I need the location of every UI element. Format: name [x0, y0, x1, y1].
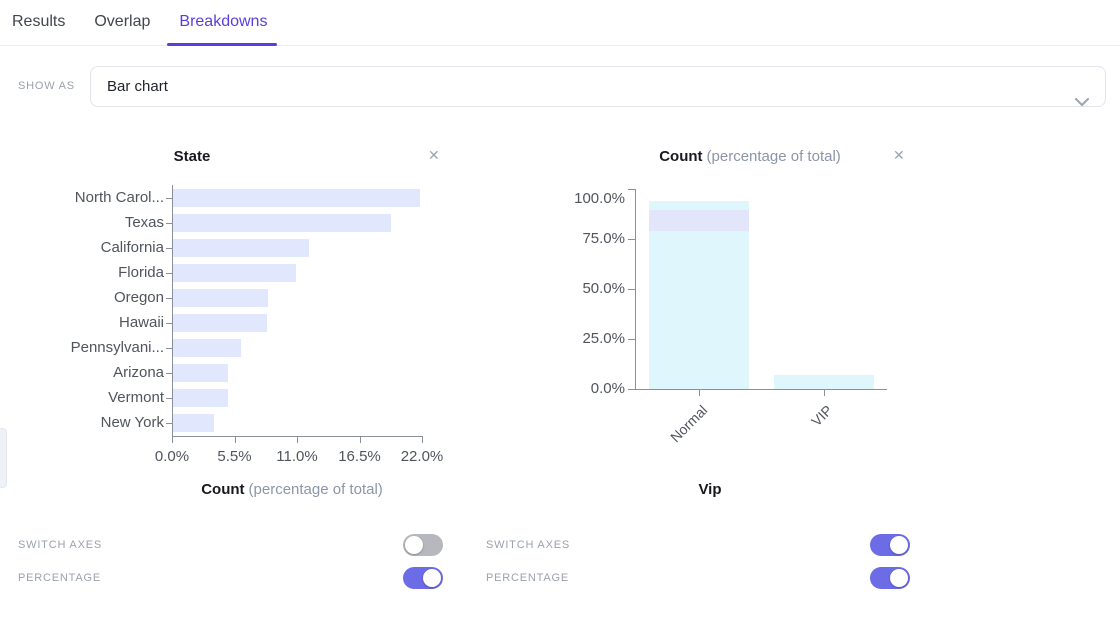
- category-label: Hawaii: [118, 314, 164, 332]
- y-axis-line: [635, 189, 636, 389]
- switch-axes-toggle[interactable]: [870, 534, 910, 556]
- overlay-band: [649, 210, 749, 231]
- y-tick-label: 25.0%: [582, 330, 625, 347]
- state-breakdown-chart: State ✕ North Carol... Texas California Flo…: [20, 140, 470, 520]
- y-tick-label: 100.0%: [574, 190, 625, 207]
- tab-overlap[interactable]: Overlap: [94, 13, 151, 30]
- y-tick: [628, 389, 635, 390]
- bar[interactable]: [173, 238, 310, 257]
- toggle-knob: [890, 569, 908, 587]
- close-icon[interactable]: ✕: [893, 147, 905, 163]
- tab-bar: Results Overlap Breakdowns: [0, 0, 1120, 46]
- toggle-knob: [405, 536, 423, 554]
- switch-axes-toggle[interactable]: [403, 534, 443, 556]
- category-label: Vermont: [108, 389, 164, 407]
- x-tick: [297, 436, 298, 443]
- bar[interactable]: [173, 364, 228, 383]
- bar[interactable]: [173, 414, 214, 433]
- category-label: Oregon: [113, 288, 164, 306]
- y-tick: [628, 239, 635, 240]
- y-tick: [166, 323, 172, 325]
- category-label: New York: [100, 414, 164, 432]
- y-tick-label: 75.0%: [582, 230, 625, 247]
- percentage-label: PERCENTAGE: [18, 572, 101, 584]
- chart-title: State: [173, 148, 211, 165]
- bar[interactable]: [173, 339, 242, 358]
- show-as-label: SHOW AS: [18, 80, 75, 92]
- close-icon[interactable]: ✕: [428, 147, 440, 163]
- state-chart-plot: North Carol... Texas California Florida Oreg…: [20, 140, 470, 520]
- bar[interactable]: [774, 375, 874, 389]
- chart-title: Count (percentage of total): [659, 148, 841, 165]
- x-tick-label: VIP: [808, 402, 836, 430]
- category-label: Pennsylvani...: [70, 339, 164, 357]
- vip-breakdown-chart: Count (percentage of total) ✕ 0.0% 25.0% 50…: [560, 140, 960, 520]
- y-tick: [166, 297, 172, 299]
- toggle-knob: [890, 536, 908, 554]
- vip-chart-plot: 0.0% 25.0% 50.0% 75.0% 100.0% Normal VIP: [560, 140, 960, 520]
- x-tick-label: Normal: [667, 402, 711, 446]
- bar[interactable]: [173, 389, 228, 408]
- y-tick: [628, 289, 635, 290]
- show-as-value: Bar chart: [107, 78, 168, 95]
- y-axis-line: [172, 185, 173, 436]
- percentage-label: PERCENTAGE: [486, 572, 569, 584]
- bar[interactable]: [173, 188, 420, 207]
- x-axis-title: Vip: [698, 481, 722, 498]
- x-tick-label: 16.5%: [338, 448, 381, 465]
- y-tick: [166, 247, 172, 249]
- x-tick-label: 5.5%: [217, 448, 252, 465]
- x-tick: [172, 436, 173, 443]
- bar[interactable]: [173, 213, 392, 232]
- switch-axes-label: SWITCH AXES: [18, 539, 102, 551]
- bar[interactable]: [173, 314, 268, 333]
- y-tick-label: 0.0%: [590, 380, 625, 397]
- y-tick: [166, 398, 172, 400]
- toggle-knob: [423, 569, 441, 587]
- percentage-toggle[interactable]: [403, 567, 443, 589]
- x-tick: [359, 436, 361, 443]
- category-label: Arizona: [113, 364, 164, 382]
- x-axis-title: Count (percentage of total): [201, 481, 383, 498]
- x-tick-label: 0.0%: [154, 448, 190, 465]
- x-tick: [422, 436, 423, 443]
- category-label: Texas: [124, 213, 164, 231]
- y-tick: [166, 348, 172, 350]
- category-label: North Carol...: [74, 188, 164, 206]
- x-tick-label: 22.0%: [400, 448, 444, 465]
- x-tick-label: 11.0%: [276, 448, 318, 465]
- scroll-handle[interactable]: [0, 428, 7, 488]
- x-axis-line: [635, 389, 887, 390]
- y-tick: [166, 373, 172, 375]
- y-tick: [628, 189, 635, 190]
- category-label: California: [100, 238, 164, 256]
- y-tick: [166, 222, 172, 224]
- y-tick: [166, 423, 172, 425]
- x-tick: [234, 436, 236, 443]
- x-tick: [824, 389, 825, 396]
- chevron-down-icon: [1075, 83, 1089, 122]
- x-tick: [699, 389, 700, 396]
- category-label: Florida: [118, 263, 164, 281]
- bar[interactable]: [173, 288, 269, 307]
- tab-results[interactable]: Results: [12, 13, 66, 30]
- y-tick: [166, 272, 172, 274]
- percentage-toggle[interactable]: [870, 567, 910, 589]
- switch-axes-label: SWITCH AXES: [486, 539, 570, 551]
- bar[interactable]: [173, 263, 296, 282]
- y-tick: [628, 339, 635, 340]
- show-as-select[interactable]: Bar chart: [90, 66, 1106, 107]
- y-tick: [166, 197, 172, 199]
- tab-breakdowns[interactable]: Breakdowns: [167, 13, 278, 46]
- y-tick-label: 50.0%: [582, 280, 625, 297]
- bar[interactable]: [649, 201, 749, 389]
